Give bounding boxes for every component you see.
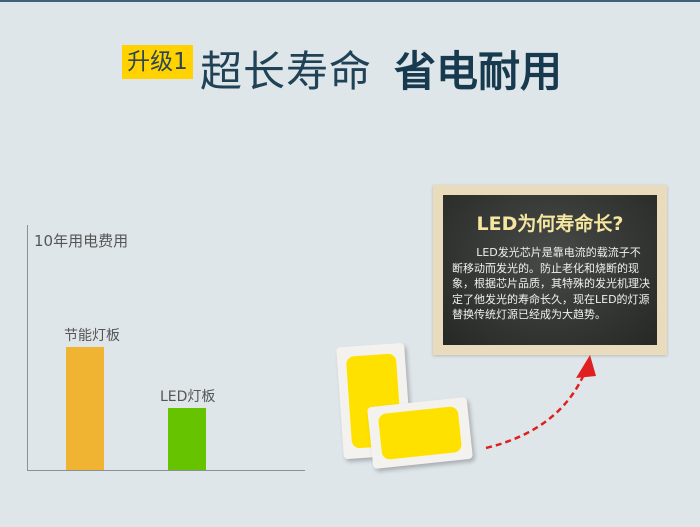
upgrade-tag: 升级1 [122, 45, 193, 79]
title-power-saving: 省电耐用 [394, 47, 563, 96]
bar-label-led: LED灯板 [160, 389, 216, 405]
bar-cfl [66, 347, 104, 470]
bar-label-cfl: 节能灯板 [64, 328, 120, 344]
page-title: 升级1 超长寿命 省电耐用 [0, 40, 700, 96]
blackboard: LED为何寿命长? LED发光芯片是靠电流的载流子不断移动而发光的。防止老化和烧… [433, 185, 667, 355]
x-axis [27, 470, 305, 471]
bar-led [168, 408, 206, 470]
y-axis [27, 225, 28, 471]
top-border [0, 0, 700, 2]
board-title: LED为何寿命长? [476, 213, 624, 235]
chart-title: 10年用电费用 [34, 232, 129, 250]
title-long-life: 超长寿命 [200, 47, 373, 96]
board-text: LED发光芯片是靠电流的载流子不断移动而发光的。防止老化和烧断的现象，根据芯片品… [452, 246, 650, 321]
